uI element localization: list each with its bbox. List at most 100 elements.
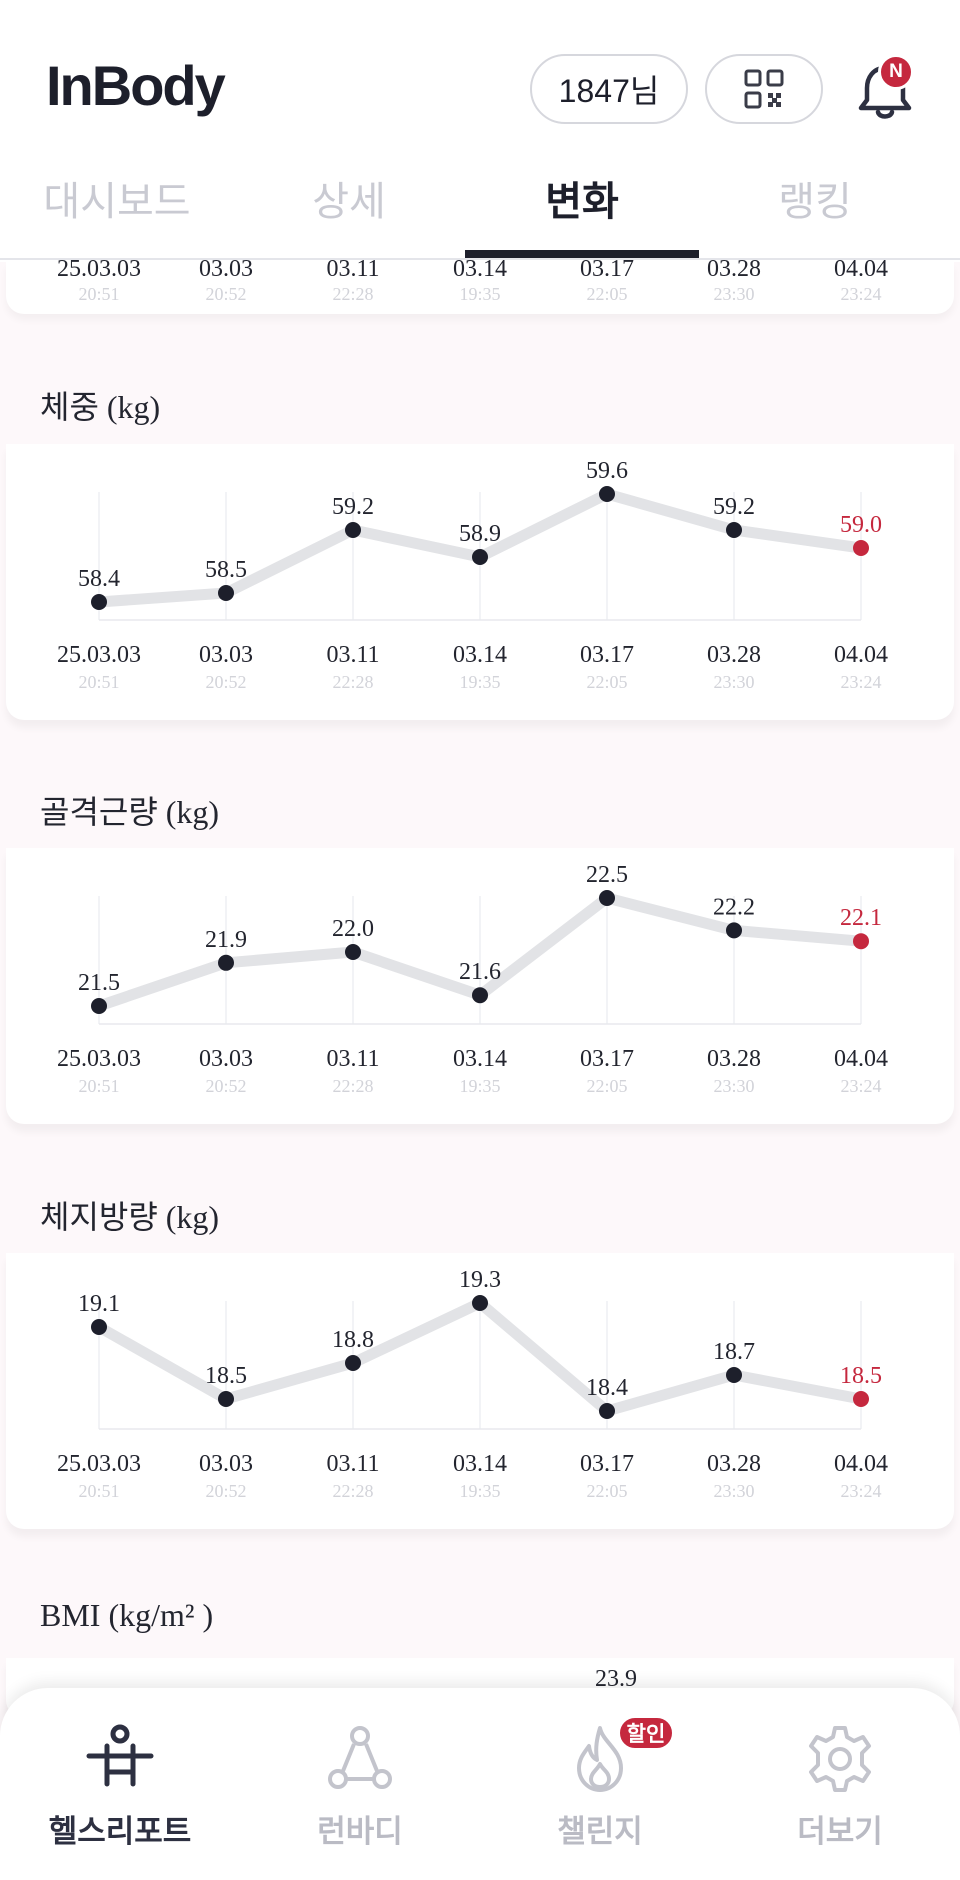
tab-dashboard[interactable]: 대시보드 [43, 180, 191, 224]
x-time-label: 23:30 [713, 1076, 754, 1096]
x-time-label: 23:24 [840, 1076, 881, 1096]
nav-more-label: 더보기 [797, 1814, 883, 1849]
tab-bar: 대시보드 상세 변화 랭킹 [0, 160, 960, 260]
data-point [91, 1319, 107, 1335]
x-date-label: 25.03.03 [57, 1046, 141, 1072]
x-time-label: 20:52 [205, 1076, 246, 1096]
data-value-label: 59.2 [713, 494, 755, 520]
data-point [599, 890, 615, 906]
x-time-label: 19:35 [459, 672, 500, 692]
strip-time-label: 23:30 [713, 284, 755, 304]
x-time-label: 22:05 [586, 1076, 627, 1096]
x-date-label: 03.03 [199, 642, 253, 668]
x-time-label: 23:24 [840, 672, 881, 692]
data-value-label: 22.1 [840, 905, 882, 931]
strip-date-label: 03.28 [707, 256, 761, 282]
data-value-label: 58.4 [78, 566, 120, 592]
strip-date-label: 03.11 [326, 256, 380, 282]
strip-time-label: 23:24 [840, 284, 882, 304]
data-point [472, 1295, 488, 1311]
x-time-label: 19:35 [459, 1076, 500, 1096]
x-date-label: 03.17 [580, 642, 634, 668]
data-value-label: 18.7 [713, 1339, 755, 1365]
x-time-label: 20:51 [78, 1481, 119, 1501]
x-date-label: 25.03.03 [57, 1451, 141, 1477]
user-name-button[interactable]: 1847님 [530, 54, 688, 124]
data-point [599, 1403, 615, 1419]
nav-runbody[interactable]: 런바디 [260, 1724, 460, 1864]
tab-detail[interactable]: 상세 [312, 180, 386, 224]
nav-health-report[interactable]: 헬스리포트 [20, 1724, 220, 1864]
data-value-label: 59.2 [332, 494, 374, 520]
data-point [853, 540, 869, 556]
x-time-label: 23:30 [713, 672, 754, 692]
nav-more[interactable]: 더보기 [740, 1724, 940, 1864]
muscle-chart-card: 21.5 21.9 22.0 21.6 22.5 22.2 22.1 25.03.03 20:5… [6, 848, 954, 1124]
data-point [218, 585, 234, 601]
data-value-label: 58.9 [459, 521, 501, 547]
strip-time-label: 22:28 [332, 284, 374, 304]
muscle-chart: 21.5 21.9 22.0 21.6 22.5 22.2 22.1 25.03.03 20:5… [57, 862, 888, 1096]
x-time-label: 20:52 [205, 672, 246, 692]
data-value-label: 18.5 [840, 1363, 882, 1389]
data-value-label: 18.5 [205, 1363, 247, 1389]
x-date-label: 03.28 [707, 1451, 761, 1477]
data-point [599, 486, 615, 502]
qr-code-button[interactable] [705, 54, 823, 124]
data-value-label: 18.4 [586, 1375, 628, 1401]
strip-time-label: 20:51 [78, 284, 120, 304]
nav-health-report-label: 헬스리포트 [48, 1814, 192, 1849]
bmi-section-title: BMI (kg/m² ) [40, 1597, 214, 1633]
x-date-label: 25.03.03 [57, 642, 141, 668]
x-time-label: 20:51 [78, 672, 119, 692]
strip-date-label: 25.03.03 [57, 256, 141, 282]
data-value-label: 22.5 [586, 862, 628, 888]
strip-date-label: 03.03 [199, 256, 253, 282]
notification-badge: N [878, 54, 914, 90]
x-date-label: 03.14 [453, 1046, 507, 1072]
x-time-label: 20:51 [78, 1076, 119, 1096]
data-point [345, 944, 361, 960]
nav-challenge[interactable]: 챌린지 [500, 1724, 700, 1864]
strip-time-label: 19:35 [459, 284, 501, 304]
x-date-label: 03.14 [453, 642, 507, 668]
tab-ranking[interactable]: 랭킹 [778, 180, 852, 224]
x-time-label: 22:28 [332, 1076, 373, 1096]
x-date-label: 03.17 [580, 1046, 634, 1072]
fat-section-title: 체지방량 (kg) [40, 1199, 220, 1235]
data-value-label: 22.2 [713, 894, 755, 920]
flame-icon [577, 1726, 623, 1792]
change-content[interactable]: 25.03.03 20:51 03.03 20:52 03.11 22:28 03.14 19… [0, 256, 960, 1880]
x-date-label: 04.04 [834, 1451, 888, 1477]
data-point [472, 987, 488, 1004]
x-date-label: 03.17 [580, 1451, 634, 1477]
bottom-navigation: 헬스리포트 런바디 챌린지 더보기 [0, 1688, 960, 1880]
fat-chart: 19.1 18.5 18.8 19.3 18.4 18.7 18.5 25.03.03 20:5… [57, 1267, 888, 1501]
x-date-label: 03.28 [707, 1046, 761, 1072]
data-point [218, 1391, 234, 1407]
data-point [91, 594, 107, 610]
tab-change[interactable]: 변화 [545, 180, 619, 224]
data-value-label: 22.0 [332, 916, 374, 942]
bmi-partial-value: 23.9 [595, 1666, 637, 1692]
x-date-label: 03.28 [707, 642, 761, 668]
weight-chart-card: 58.4 58.5 59.2 58.9 59.6 59.2 59.0 25.03.03 20:5… [6, 444, 954, 720]
x-time-label: 23:24 [840, 1481, 881, 1501]
x-time-label: 19:35 [459, 1481, 500, 1501]
data-value-label: 21.6 [459, 959, 501, 985]
active-tab-indicator [465, 250, 699, 258]
weight-section-title: 체중 (kg) [40, 389, 161, 425]
gear-icon [809, 1726, 871, 1792]
app-header: InBody 1847님 N [0, 0, 960, 180]
x-time-label: 23:30 [713, 1481, 754, 1501]
strip-time-label: 22:05 [586, 284, 628, 304]
data-point [726, 522, 742, 538]
x-time-label: 22:28 [332, 672, 373, 692]
x-time-label: 22:05 [586, 1481, 627, 1501]
data-point [345, 522, 361, 538]
weight-chart: 58.4 58.5 59.2 58.9 59.6 59.2 59.0 25.03.03 20:5… [57, 458, 888, 692]
scrolled-chart-strip: 25.03.03 20:51 03.03 20:52 03.11 22:28 03.14 19… [6, 256, 954, 314]
x-date-label: 03.14 [453, 1451, 507, 1477]
data-point [345, 1355, 361, 1371]
inbody-logo: InBody [46, 54, 226, 117]
